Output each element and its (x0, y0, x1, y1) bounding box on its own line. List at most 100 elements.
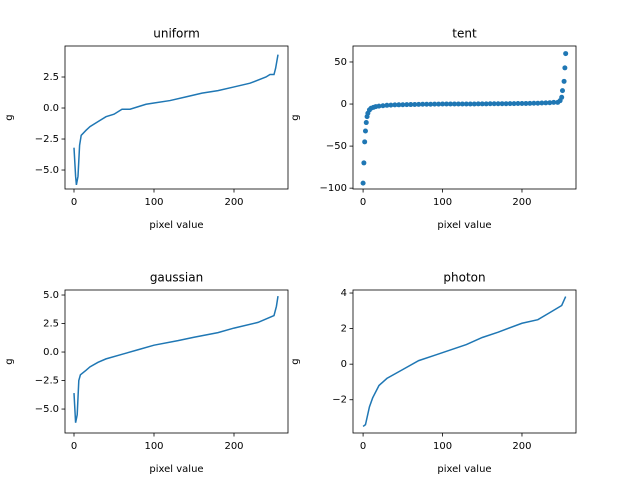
y-axis-label: g (290, 114, 301, 120)
y-tick-label: 5.0 (43, 290, 59, 301)
x-tick-label: 0 (360, 441, 366, 452)
y-tick-label: 2 (341, 324, 347, 335)
data-point (396, 102, 402, 108)
data-point (491, 101, 497, 107)
data-point (440, 101, 446, 107)
data-point (444, 101, 450, 107)
subplot-title: uniform (153, 27, 200, 41)
data-line (73, 296, 279, 423)
x-tick-label: 200 (512, 441, 531, 452)
y-tick-label: 0.0 (43, 347, 59, 358)
data-point (471, 101, 477, 107)
subplot-title: photon (443, 271, 485, 285)
data-point (475, 101, 481, 107)
data-point (507, 101, 513, 107)
subplot: tent pixel value g 0 100 200 −100 −50 0 50 (290, 27, 577, 231)
x-tick-label: 100 (433, 441, 452, 452)
data-point (551, 99, 557, 105)
data-point (479, 101, 485, 107)
data-point (436, 101, 442, 107)
subplot: uniform pixel value g 0 100 200 −5.0 −2.5 0.0 2.5 (4, 27, 289, 231)
data-point (559, 88, 565, 94)
data-point (400, 102, 406, 108)
y-tick-label: 2.5 (43, 72, 59, 83)
data-point (531, 100, 537, 106)
x-axis-label: pixel value (437, 220, 491, 231)
subplot-title: gaussian (150, 271, 203, 285)
y-axis-label: g (4, 114, 15, 120)
data-point (503, 101, 509, 107)
data-point (451, 101, 457, 107)
data-point (543, 100, 549, 106)
data-point (412, 101, 418, 107)
data-point (467, 101, 473, 107)
data-point (404, 102, 410, 108)
y-tick-label: 2.5 (43, 319, 59, 330)
data-point (483, 101, 489, 107)
x-axis-label: pixel value (149, 464, 203, 475)
data-point (459, 101, 465, 107)
data-point (380, 103, 386, 109)
axes-frame (352, 45, 577, 190)
y-tick-label: −5.0 (35, 165, 59, 176)
x-tick-label: 100 (144, 197, 163, 208)
subplot: photon pixel value g 0 100 200 −2 0 2 4 (290, 271, 577, 475)
data-point (416, 101, 422, 107)
data-point (363, 120, 369, 126)
data-point (563, 51, 569, 57)
data-point (362, 128, 368, 134)
y-tick-label: −100 (320, 183, 347, 194)
data-point (499, 101, 505, 107)
data-point (559, 94, 565, 100)
x-axis-label: pixel value (437, 464, 491, 475)
data-point (408, 102, 414, 108)
data-line (362, 296, 567, 428)
axes-frame (64, 45, 289, 190)
y-tick-label: 0.0 (43, 103, 59, 114)
data-point (511, 101, 517, 107)
data-point (547, 100, 553, 106)
y-tick-label: −5.0 (35, 404, 59, 415)
data-point (432, 101, 438, 107)
y-tick-label: −2 (332, 395, 347, 406)
data-point (519, 101, 525, 107)
x-tick-label: 200 (512, 197, 531, 208)
y-tick-label: 4 (341, 288, 347, 299)
data-point (463, 101, 469, 107)
data-point (561, 78, 567, 84)
data-point (360, 180, 366, 186)
y-tick-label: 50 (334, 57, 347, 68)
data-point (361, 160, 367, 166)
data-point (515, 101, 521, 107)
data-point (562, 65, 568, 71)
x-tick-label: 100 (144, 441, 163, 452)
subplot: gaussian pixel value g 0 100 200 −5.0 −2.5 0.0 2.… (4, 271, 289, 475)
data-point (495, 101, 501, 107)
y-tick-label: 0 (341, 99, 347, 110)
data-point (362, 139, 368, 145)
data-point (388, 102, 394, 108)
data-point (455, 101, 461, 107)
x-tick-label: 200 (224, 197, 243, 208)
data-point (392, 102, 398, 108)
y-axis-label: g (4, 358, 15, 364)
data-point (487, 101, 493, 107)
data-point (428, 101, 434, 107)
x-tick-label: 200 (224, 441, 243, 452)
data-point (424, 101, 430, 107)
data-point (447, 101, 453, 107)
y-tick-label: −50 (326, 141, 347, 152)
x-tick-label: 0 (71, 197, 77, 208)
data-point (384, 102, 390, 108)
axes-frame (352, 289, 577, 434)
data-point (535, 100, 541, 106)
x-tick-label: 0 (360, 197, 366, 208)
data-point (527, 100, 533, 106)
data-point (420, 101, 426, 107)
y-tick-label: −2.5 (35, 376, 59, 387)
data-point (539, 100, 545, 106)
x-axis-label: pixel value (149, 220, 203, 231)
y-tick-label: 0 (341, 359, 347, 370)
